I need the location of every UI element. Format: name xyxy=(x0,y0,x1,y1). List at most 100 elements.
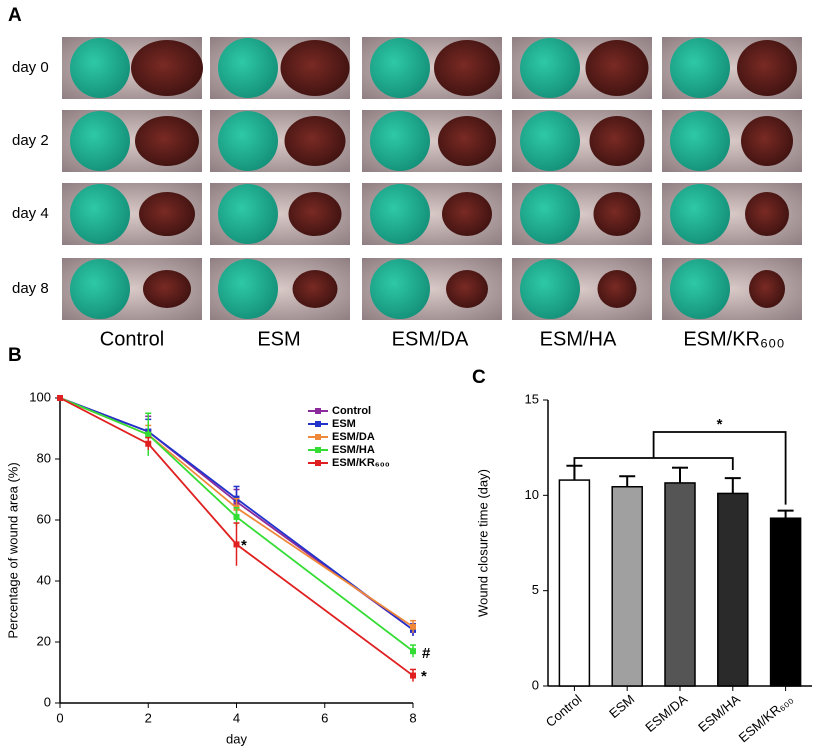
dressing xyxy=(670,38,730,98)
marker xyxy=(233,541,240,548)
row-label: day 4 xyxy=(12,205,49,222)
bar xyxy=(611,486,643,687)
wound xyxy=(745,192,789,236)
y-tick-label: 0 xyxy=(44,694,51,709)
wound xyxy=(446,270,488,308)
bar xyxy=(717,492,749,687)
x-tick-label: 0 xyxy=(56,710,63,725)
legend-marker xyxy=(315,447,321,453)
column-label: ESM/DA xyxy=(392,328,469,350)
wound xyxy=(749,270,785,308)
x-tick-label: ESM/HA xyxy=(695,691,743,735)
wound xyxy=(593,192,641,236)
marker xyxy=(410,672,416,679)
annotation: * xyxy=(241,537,247,554)
legend-label: ESM xyxy=(332,418,356,430)
wound xyxy=(741,116,793,166)
dressing xyxy=(70,38,130,98)
marker xyxy=(145,431,152,438)
dressing xyxy=(520,38,580,98)
column-label: ESM xyxy=(257,328,300,350)
x-tick-label: ESM/DA xyxy=(642,691,690,735)
y-axis-label: Wound closure time (day) xyxy=(475,469,490,617)
marker xyxy=(233,513,240,520)
x-tick-label: 6 xyxy=(321,710,328,725)
x-tick-label: Control xyxy=(543,691,585,730)
bar xyxy=(558,479,591,687)
dressing xyxy=(218,111,278,171)
wound xyxy=(737,40,797,96)
marker xyxy=(410,648,416,655)
wound xyxy=(288,192,342,236)
legend-label: ESM/KR₆₀₀ xyxy=(332,457,390,469)
dressing xyxy=(370,111,430,171)
photo-grid xyxy=(62,37,802,320)
row-label: day 0 xyxy=(12,59,49,76)
column-label: ESM/KR₆₀₀ xyxy=(683,328,784,350)
marker xyxy=(410,623,416,630)
y-tick-label: 15 xyxy=(525,391,539,406)
wound xyxy=(589,116,645,166)
marker xyxy=(145,440,152,447)
dressing xyxy=(218,259,278,319)
y-tick-label: 100 xyxy=(29,389,51,404)
y-tick-label: 0 xyxy=(532,677,539,692)
dressing xyxy=(670,111,730,171)
annotation: * xyxy=(421,668,427,685)
wound xyxy=(135,116,199,166)
x-tick-label: ESM xyxy=(606,691,637,721)
row-label: day 2 xyxy=(12,132,49,149)
series-line xyxy=(59,397,414,652)
dressing xyxy=(520,259,580,319)
dressing xyxy=(70,184,130,244)
wound xyxy=(284,116,346,166)
wound xyxy=(434,40,500,96)
dressing xyxy=(70,259,130,319)
dressing xyxy=(218,184,278,244)
legend-label: ESM/HA xyxy=(332,444,375,456)
dressing xyxy=(370,184,430,244)
legend-marker xyxy=(315,460,321,466)
wound xyxy=(442,192,492,236)
dressing xyxy=(520,111,580,171)
y-tick-label: 60 xyxy=(37,511,51,526)
dressing xyxy=(670,259,730,319)
x-tick-label: 8 xyxy=(409,710,416,725)
bracket xyxy=(573,457,734,480)
wound xyxy=(131,40,203,96)
x-tick-label: ESM/KR₆₀₀ xyxy=(736,691,796,745)
y-tick-label: 10 xyxy=(525,487,539,502)
dressing xyxy=(370,38,430,98)
wound xyxy=(280,40,350,96)
x-tick-label: 4 xyxy=(233,710,240,725)
panel-label: C xyxy=(472,367,486,388)
bar xyxy=(769,517,802,687)
annotation: # xyxy=(422,645,431,662)
legend-label: Control xyxy=(332,405,371,417)
legend-marker xyxy=(315,408,321,414)
wound xyxy=(292,270,338,308)
series-line xyxy=(59,397,414,631)
annotation: * xyxy=(717,416,723,433)
y-tick-label: 80 xyxy=(37,450,51,465)
marker xyxy=(57,395,63,401)
y-axis-label: Percentage of wound area (%) xyxy=(5,462,20,638)
dressing xyxy=(520,184,580,244)
wound xyxy=(585,40,649,96)
legend-marker xyxy=(315,434,321,440)
wound xyxy=(597,270,637,308)
wound xyxy=(438,116,496,166)
series-line xyxy=(59,397,414,677)
dressing xyxy=(370,259,430,319)
dressing xyxy=(70,111,130,171)
dressing xyxy=(218,38,278,98)
bracket xyxy=(652,431,787,505)
y-tick-label: 40 xyxy=(37,572,51,587)
legend-marker xyxy=(315,421,321,427)
column-label: ESM/HA xyxy=(540,328,617,350)
panel-label: A xyxy=(8,5,22,26)
y-tick-label: 20 xyxy=(37,633,51,648)
column-label: Control xyxy=(100,328,164,350)
y-tick-label: 5 xyxy=(532,582,539,597)
